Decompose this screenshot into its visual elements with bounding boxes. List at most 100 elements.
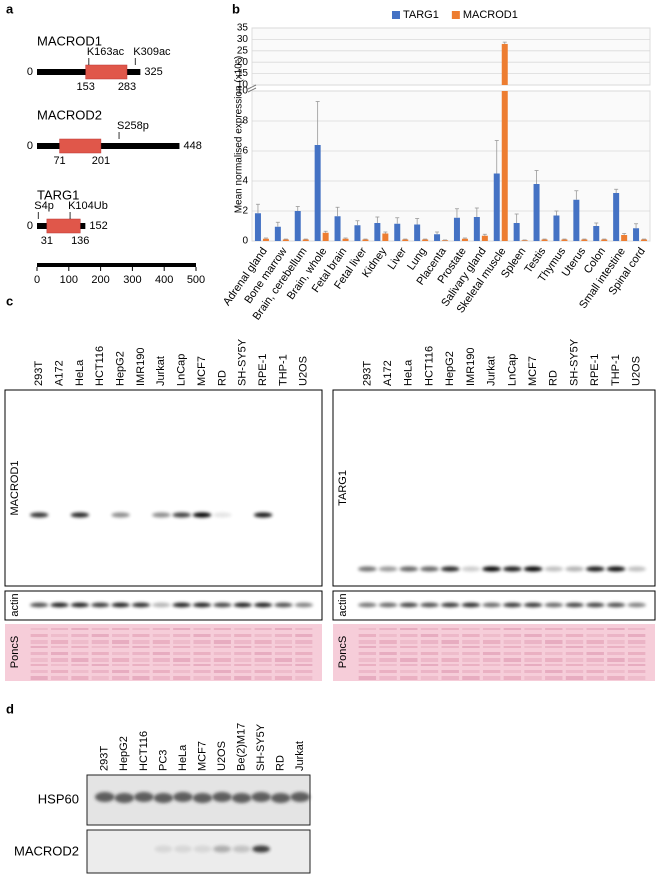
poncs-band <box>627 676 646 680</box>
band <box>114 793 135 803</box>
bar <box>294 211 301 241</box>
poncs-band <box>173 634 191 637</box>
band <box>440 602 460 608</box>
poncs-band <box>173 628 191 630</box>
poncs-band <box>152 664 170 666</box>
poncs-band <box>213 652 231 655</box>
poncs-band <box>132 658 150 662</box>
lane-label: RPE-1 <box>257 354 269 386</box>
poncs-band <box>112 658 130 662</box>
poncs-band <box>482 634 501 637</box>
poncs-band <box>152 640 170 644</box>
poncs-band <box>132 640 150 644</box>
poncs-band <box>295 652 313 655</box>
band <box>251 792 271 802</box>
poncs-band <box>627 670 646 673</box>
poncs-band <box>482 664 501 666</box>
poncs-band <box>193 658 211 662</box>
poncs-band <box>295 676 313 680</box>
poncs-band <box>71 646 89 648</box>
y-tick-label: 20 <box>237 57 249 68</box>
poncs-band <box>91 676 109 680</box>
poncs-band <box>400 658 418 662</box>
start-label: 0 <box>27 66 33 78</box>
poncs-band <box>71 640 89 644</box>
poncs-band <box>295 628 313 630</box>
poncs-band <box>132 670 150 673</box>
bar <box>541 239 548 241</box>
poncs-band <box>213 628 231 630</box>
band <box>420 566 439 572</box>
poncs-band <box>274 670 293 673</box>
poncs-band <box>503 646 522 648</box>
poncs-band <box>234 634 252 637</box>
lane-label: Jurkat <box>486 356 498 386</box>
lane-label: RD <box>548 370 560 386</box>
scale-bar <box>37 263 196 267</box>
poncs-band <box>112 670 130 673</box>
poncs-band <box>193 646 211 648</box>
plot-bg-lower <box>251 90 651 242</box>
start-label: 0 <box>27 220 33 232</box>
poncs-band <box>234 628 252 630</box>
poncs-band <box>254 664 272 666</box>
lane-label: THP-1 <box>610 354 622 386</box>
bar <box>394 223 401 241</box>
poncs-band <box>379 634 397 637</box>
poncs-band <box>545 676 563 680</box>
band <box>565 602 584 608</box>
poncs-band <box>482 676 501 680</box>
panel-label: a <box>6 1 14 16</box>
lane-label: MCF7 <box>196 741 208 771</box>
poncs-band <box>607 664 625 666</box>
poncs-band <box>482 658 501 662</box>
poncs-band <box>379 670 397 673</box>
poncs-band <box>193 670 211 673</box>
band <box>233 602 252 608</box>
band <box>253 512 273 518</box>
band <box>213 602 232 608</box>
poncs-band <box>565 646 584 648</box>
bar <box>342 238 349 241</box>
blot-row-label: TARG1 <box>337 470 349 506</box>
band <box>253 602 273 608</box>
legend-label: MACROD1 <box>463 9 518 21</box>
scale-tick-label: 200 <box>91 274 109 286</box>
poncs-band <box>379 664 397 666</box>
poncs-band <box>524 628 542 630</box>
poncs-band <box>358 640 377 644</box>
band <box>173 792 193 802</box>
poncs-band <box>91 640 109 644</box>
band <box>213 845 231 853</box>
poncs-band <box>173 646 191 648</box>
poncs-band <box>462 634 480 637</box>
lane-label: RD <box>275 755 287 771</box>
poncs-band <box>420 664 439 666</box>
poncs-band <box>462 640 480 644</box>
poncs-band <box>30 652 48 655</box>
poncs-band <box>173 664 191 666</box>
poncs-band <box>565 670 584 673</box>
band <box>192 512 212 518</box>
poncs-band <box>193 634 211 637</box>
band <box>193 845 212 853</box>
poncs-band <box>420 652 439 655</box>
poncs-band <box>524 652 542 655</box>
poncs-band <box>30 664 48 666</box>
band <box>30 602 49 608</box>
poncs-band <box>234 640 252 644</box>
poncs-band <box>607 670 625 673</box>
band <box>91 602 110 608</box>
poncs-band <box>213 670 231 673</box>
poncs-band <box>627 652 646 655</box>
lane-label: U2OS <box>631 356 643 386</box>
poncs-band <box>545 658 563 662</box>
scale-tick-label: 500 <box>187 274 205 286</box>
poncs-band <box>586 664 604 666</box>
poncs-band <box>91 658 109 662</box>
lane-label: SH-SY5Y <box>568 338 580 386</box>
band <box>152 602 171 608</box>
poncs-band <box>254 634 272 637</box>
poncs-band <box>358 664 377 666</box>
